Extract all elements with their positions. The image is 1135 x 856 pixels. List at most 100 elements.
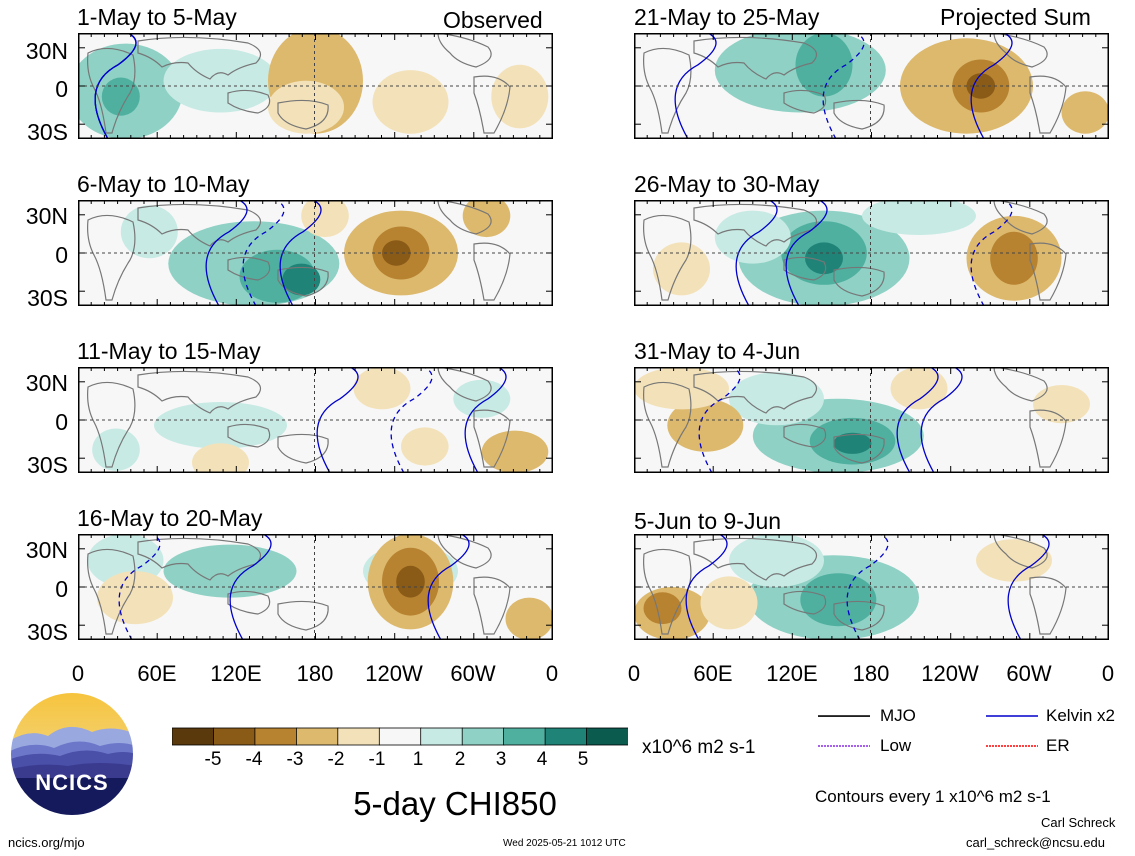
panel-title: 16-May to 20-May: [77, 505, 263, 531]
kelvin-contour: [735, 200, 778, 306]
y-label-0: 0: [55, 242, 68, 268]
colorbar-label: 4: [536, 749, 548, 770]
negative-anomaly-area: [890, 367, 948, 410]
positive-anomaly-area: [120, 205, 178, 259]
negative-anomaly-area: [667, 398, 744, 452]
x-label: 180: [852, 661, 890, 686]
coastline: [1029, 75, 1067, 134]
projected-label: Projected Sum: [940, 4, 1091, 30]
coastline: [1029, 242, 1067, 301]
x-label: 0: [71, 661, 85, 686]
observed-label: Observed: [443, 7, 543, 33]
legend-label-low: Low: [880, 736, 912, 755]
positive-anomaly-area: [714, 210, 791, 264]
x-label: 180: [296, 661, 334, 686]
positive-anomaly-area: [729, 372, 824, 426]
x-label: 120W: [921, 661, 979, 686]
coastline: [993, 200, 1048, 235]
panel-title: 1-May to 5-May: [77, 4, 237, 30]
kelvin-contour: [970, 33, 1013, 139]
y-label-30s: 30S: [27, 119, 68, 145]
colorbar-label: 5: [577, 749, 589, 770]
coastline: [437, 534, 492, 569]
positive-anomaly-area: [729, 534, 824, 587]
negative-anomaly-area: [505, 597, 553, 640]
colorbar-label: -5: [204, 749, 222, 770]
kelvin-contour: [685, 534, 728, 640]
colorbar-swatch: [213, 727, 256, 746]
panel-title: 26-May to 30-May: [634, 171, 820, 197]
kelvin-contour: [785, 200, 828, 306]
coastline: [437, 367, 492, 402]
colorbar-swatch: [420, 727, 464, 746]
kelvin-contour: [94, 33, 137, 139]
coastline: [473, 409, 511, 468]
panel-title: 31-May to 4-Jun: [634, 338, 801, 364]
map-panel: [78, 200, 553, 306]
negative-anomaly-area: [401, 427, 449, 466]
colorbar-swatch: [544, 727, 588, 746]
colorbar-swatch: [337, 727, 381, 746]
x-label: 60E: [137, 661, 177, 686]
negative-anomaly-area: [491, 64, 549, 129]
y-label-0: 0: [55, 576, 68, 602]
coastline: [643, 214, 692, 301]
main-title: 5-day CHI850: [353, 785, 557, 822]
x-label: 0: [627, 661, 641, 686]
negative-anomaly-area: [372, 70, 449, 134]
map-canvas: [634, 534, 1109, 640]
kelvin-contour: [920, 367, 963, 473]
coastline: [993, 534, 1048, 569]
kelvin-contour: [279, 200, 322, 306]
map-panel: [78, 33, 553, 139]
colorbar-label: -2: [327, 749, 345, 770]
coastline: [783, 256, 827, 281]
coastline: [833, 600, 885, 631]
coastline: [783, 590, 827, 615]
negative-anomaly-area: [462, 200, 511, 238]
map-panel: [634, 200, 1109, 306]
x-label: 60W: [450, 661, 496, 686]
coastline: [473, 242, 511, 301]
colorbar-swatch: [171, 727, 215, 746]
panel-title: 5-Jun to 9-Jun: [634, 508, 782, 534]
colorbar-swatch: [503, 727, 547, 746]
kelvin-contour: [846, 534, 889, 640]
colorbar-swatches: [171, 727, 629, 746]
negative-anomaly-area: [700, 576, 758, 630]
kelvin-contour: [896, 367, 939, 473]
map-panel: [78, 534, 553, 640]
kelvin-contour: [390, 367, 433, 473]
map-panel: [78, 367, 553, 473]
negative-anomaly-area: [643, 592, 682, 625]
y-label-0: 0: [55, 76, 68, 102]
legend-label-kelvin: Kelvin x2: [1046, 706, 1115, 725]
coastline: [693, 36, 818, 80]
colorbar-label: 1: [412, 749, 424, 770]
negative-anomaly-area: [268, 80, 344, 134]
map-canvas: [78, 367, 553, 473]
coastline: [643, 381, 692, 468]
negative-anomaly-area: [966, 73, 996, 99]
x-label: 120W: [365, 661, 423, 686]
kelvin-contour: [464, 367, 507, 473]
coastline: [437, 33, 492, 68]
x-label: 60E: [693, 661, 733, 686]
negative-anomaly-area: [1061, 91, 1109, 134]
coastline: [437, 200, 492, 235]
coastline: [693, 203, 818, 247]
y-label-0: 0: [55, 409, 68, 435]
coastline: [643, 47, 692, 134]
map-canvas: [634, 33, 1109, 139]
coastline: [993, 33, 1048, 68]
legend-swatches: [818, 715, 1038, 747]
kelvin-contour: [822, 33, 865, 139]
map-canvas: [78, 534, 553, 640]
coastline: [227, 256, 271, 281]
kelvin-contour: [427, 534, 470, 640]
coastline: [87, 214, 136, 301]
coastline: [277, 266, 329, 297]
coastline: [1029, 409, 1067, 468]
kelvin-contour: [698, 367, 741, 473]
kelvin-contour: [970, 200, 1013, 306]
